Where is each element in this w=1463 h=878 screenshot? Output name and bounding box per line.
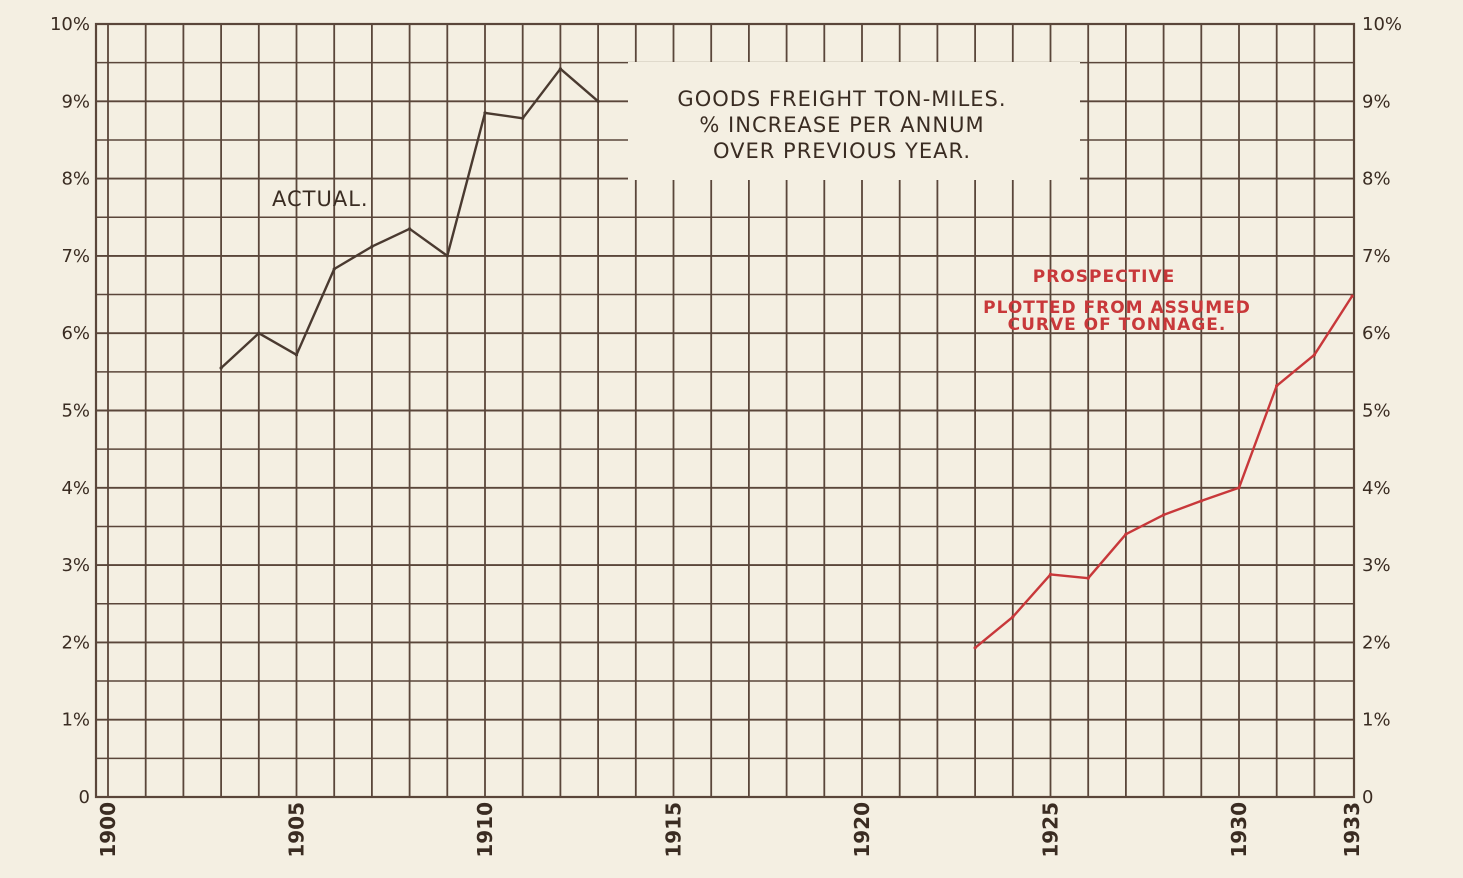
data-point xyxy=(1124,532,1128,536)
x-tick-label: 1920 xyxy=(850,802,874,858)
data-point xyxy=(445,254,449,258)
data-point xyxy=(483,111,487,115)
tick-labels: 0 1% 2% 3% 4% 5% 6% 7% 8% 9% 10% 0 1% 2% 3% 4% 5% 6% 7% 8% 9… xyxy=(50,14,1402,858)
y-tick-label-left: 5% xyxy=(61,401,90,422)
x-tick-label: 1930 xyxy=(1227,802,1251,858)
chart-title-line: GOODS FREIGHT TON-MILES. xyxy=(677,87,1006,111)
data-point xyxy=(332,267,336,271)
x-tick-label: 1915 xyxy=(662,802,686,858)
data-point xyxy=(1011,615,1015,619)
y-tick-label-right: 8% xyxy=(1362,169,1391,190)
prospective-series-label: PROSPECTIVE xyxy=(1033,267,1175,287)
data-point xyxy=(1237,486,1241,490)
prospective-note-line: PLOTTED FROM ASSUMED xyxy=(983,298,1251,318)
prospective-note-line: CURVE OF TONNAGE. xyxy=(1008,315,1227,335)
y-tick-label-right: 10% xyxy=(1362,14,1402,35)
x-tick-label: 1910 xyxy=(473,802,497,858)
data-point xyxy=(257,331,261,335)
y-tick-label-left: 1% xyxy=(61,710,90,731)
y-tick-label-right: 2% xyxy=(1362,632,1391,653)
y-tick-label-left: 6% xyxy=(61,323,90,344)
y-tick-label-right: 7% xyxy=(1362,246,1391,267)
x-tick-label: 1925 xyxy=(1039,802,1063,858)
y-tick-label-right: 1% xyxy=(1362,710,1391,731)
y-tick-label-left: 2% xyxy=(61,632,90,653)
y-tick-label-right: 3% xyxy=(1362,555,1391,576)
x-tick-label: 1933 xyxy=(1340,802,1364,858)
y-tick-label-left: 4% xyxy=(61,478,90,499)
chart-title-line: OVER PREVIOUS YEAR. xyxy=(713,139,971,163)
data-point xyxy=(521,116,525,120)
chart-title-line: % INCREASE PER ANNUM xyxy=(699,113,984,137)
data-point xyxy=(294,353,299,357)
x-tick-label: 1905 xyxy=(285,802,309,858)
data-point xyxy=(1350,294,1354,298)
title-box xyxy=(628,62,1080,180)
y-tick-label-left: 10% xyxy=(50,14,90,35)
data-point xyxy=(370,245,374,249)
y-tick-label-left: 9% xyxy=(61,91,90,112)
y-tick-label-right: 9% xyxy=(1362,91,1391,112)
y-tick-label-left: 3% xyxy=(61,555,90,576)
data-point xyxy=(1312,353,1316,357)
x-tick-label: 1900 xyxy=(96,802,120,858)
data-point xyxy=(408,227,412,231)
data-point xyxy=(1275,384,1279,388)
series-lines xyxy=(219,67,1354,650)
data-point xyxy=(1199,499,1203,503)
y-tick-label-right: 4% xyxy=(1362,478,1391,499)
y-tick-label-left: 0 xyxy=(79,787,90,808)
data-point xyxy=(558,67,563,71)
data-point xyxy=(1162,513,1166,517)
y-tick-label-left: 7% xyxy=(61,246,90,267)
y-tick-label-left: 8% xyxy=(61,169,90,190)
data-point xyxy=(1086,576,1090,580)
annotations: GOODS FREIGHT TON-MILES.% INCREASE PER A… xyxy=(272,62,1251,335)
actual-series-label: ACTUAL. xyxy=(272,187,369,211)
y-tick-label-right: 5% xyxy=(1362,401,1391,422)
data-point xyxy=(1048,572,1053,576)
y-tick-label-right: 0 xyxy=(1362,787,1373,808)
data-point xyxy=(596,99,600,103)
data-point xyxy=(219,366,223,370)
y-tick-label-right: 6% xyxy=(1362,323,1391,344)
data-point xyxy=(973,646,977,650)
